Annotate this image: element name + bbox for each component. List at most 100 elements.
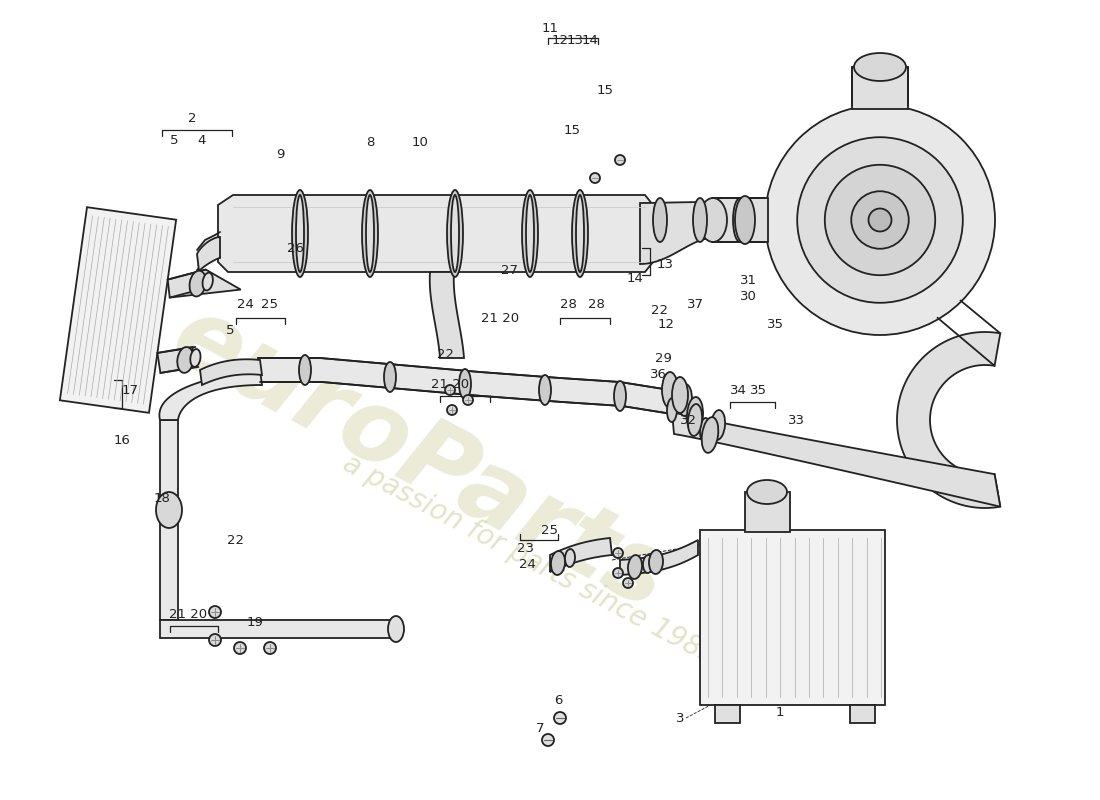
Circle shape [590, 173, 600, 183]
Bar [700, 530, 886, 705]
Polygon shape [160, 370, 262, 420]
Text: 22: 22 [651, 303, 669, 317]
Circle shape [798, 138, 962, 302]
Circle shape [446, 385, 455, 395]
Ellipse shape [688, 404, 702, 436]
Ellipse shape [672, 377, 688, 413]
Circle shape [542, 734, 554, 746]
Ellipse shape [678, 384, 692, 416]
Ellipse shape [202, 273, 213, 290]
Bar [745, 492, 790, 532]
Ellipse shape [299, 355, 311, 385]
Circle shape [264, 642, 276, 654]
Ellipse shape [522, 190, 538, 277]
Polygon shape [672, 412, 1000, 506]
Ellipse shape [702, 417, 718, 453]
Circle shape [825, 165, 935, 275]
Text: 29: 29 [654, 351, 671, 365]
Polygon shape [200, 359, 262, 385]
Ellipse shape [551, 551, 565, 575]
Text: 6: 6 [553, 694, 562, 706]
Text: 14: 14 [582, 34, 598, 46]
Bar [715, 705, 740, 723]
Text: 11: 11 [541, 22, 559, 34]
Text: 5: 5 [226, 323, 234, 337]
Circle shape [463, 395, 473, 405]
Ellipse shape [572, 190, 588, 277]
Text: 21 20: 21 20 [431, 378, 469, 391]
Polygon shape [896, 332, 1000, 508]
Ellipse shape [628, 555, 642, 579]
Text: 9: 9 [276, 149, 284, 162]
Text: 13: 13 [657, 258, 673, 271]
Text: 36: 36 [650, 369, 667, 382]
Polygon shape [620, 540, 698, 575]
Text: 22: 22 [227, 534, 243, 546]
Ellipse shape [565, 549, 575, 567]
Ellipse shape [366, 195, 374, 272]
Ellipse shape [296, 195, 304, 272]
Text: 12: 12 [551, 34, 569, 46]
Ellipse shape [662, 372, 678, 408]
Bar [852, 67, 907, 109]
Ellipse shape [384, 362, 396, 392]
Text: 35: 35 [767, 318, 783, 331]
Text: 2: 2 [188, 111, 196, 125]
Ellipse shape [649, 550, 663, 574]
Text: 31: 31 [739, 274, 757, 286]
Text: 14: 14 [627, 271, 644, 285]
Bar [850, 705, 875, 723]
Polygon shape [160, 620, 398, 638]
Polygon shape [258, 358, 672, 414]
Ellipse shape [447, 190, 463, 277]
Ellipse shape [854, 53, 906, 81]
Circle shape [554, 712, 566, 724]
Polygon shape [218, 195, 653, 272]
Text: euroParts: euroParts [155, 289, 685, 631]
Text: 22: 22 [437, 349, 453, 362]
Text: 15: 15 [596, 83, 614, 97]
Polygon shape [160, 420, 178, 620]
Ellipse shape [733, 198, 747, 242]
Text: 5: 5 [169, 134, 178, 146]
Text: 34: 34 [729, 383, 747, 397]
Text: 21 20: 21 20 [481, 311, 519, 325]
Circle shape [764, 105, 996, 335]
Ellipse shape [189, 270, 206, 297]
Polygon shape [157, 347, 196, 373]
Text: 13: 13 [566, 34, 583, 46]
Text: 7: 7 [536, 722, 544, 734]
Text: 3: 3 [675, 711, 684, 725]
Ellipse shape [644, 555, 653, 573]
Text: 28: 28 [587, 298, 604, 311]
Text: 23: 23 [517, 542, 534, 554]
Text: 10: 10 [411, 137, 428, 150]
Circle shape [623, 578, 632, 588]
Text: 32: 32 [680, 414, 696, 426]
Ellipse shape [539, 375, 551, 405]
Ellipse shape [362, 190, 378, 277]
Polygon shape [59, 207, 176, 413]
Text: 15: 15 [563, 123, 581, 137]
Text: 24: 24 [236, 298, 253, 311]
Circle shape [615, 155, 625, 165]
Ellipse shape [292, 190, 308, 277]
Ellipse shape [653, 198, 667, 242]
Text: 26: 26 [287, 242, 304, 254]
Ellipse shape [693, 198, 707, 242]
Circle shape [869, 209, 891, 231]
Circle shape [209, 606, 221, 618]
Text: 19: 19 [246, 615, 263, 629]
Ellipse shape [614, 381, 626, 411]
Text: 37: 37 [686, 298, 704, 311]
Ellipse shape [190, 349, 200, 367]
Text: 28: 28 [560, 298, 576, 311]
Bar [713, 198, 768, 242]
Ellipse shape [700, 418, 711, 442]
Ellipse shape [156, 492, 182, 528]
Text: 1: 1 [776, 706, 784, 718]
Text: 35: 35 [749, 383, 767, 397]
Text: 33: 33 [788, 414, 804, 426]
Text: 4: 4 [198, 134, 206, 146]
Text: 25: 25 [541, 523, 559, 537]
